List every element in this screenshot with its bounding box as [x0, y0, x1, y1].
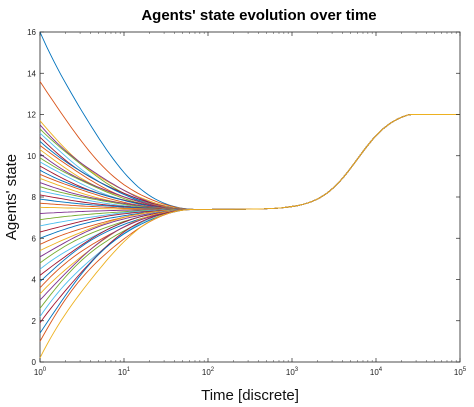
ticks-layer: 0 2 4 6 8 10 12 14 16 100 101 102 103 104 105 [27, 28, 467, 377]
y-tick-label: 12 [27, 111, 36, 120]
y-tick-label: 6 [32, 234, 37, 243]
plot-area: 0 2 4 6 8 10 12 14 16 100 101 102 103 104 105 [27, 28, 467, 377]
x-tick-label: 100 [34, 367, 47, 377]
chart-title: Agents' state evolution over time [141, 7, 376, 24]
y-axis-label: Agents' state [3, 154, 20, 240]
x-tick-label: 105 [454, 367, 467, 377]
y-tick-label: 0 [32, 358, 37, 367]
y-tick-label: 14 [27, 69, 36, 78]
y-tick-label: 10 [27, 152, 36, 161]
x-tick-label: 103 [286, 367, 299, 377]
series-line-45 [39, 114, 460, 359]
y-tick-label: 8 [32, 193, 37, 202]
y-tick-label: 16 [27, 28, 36, 37]
y-tick-label: 4 [32, 276, 37, 285]
x-axis-label: Time [discrete] [201, 387, 299, 404]
y-tick-label: 2 [32, 317, 37, 326]
series-layer [39, 31, 460, 359]
x-tick-label: 102 [202, 367, 215, 377]
x-tick-label: 101 [118, 367, 131, 377]
x-tick-label: 104 [370, 367, 383, 377]
